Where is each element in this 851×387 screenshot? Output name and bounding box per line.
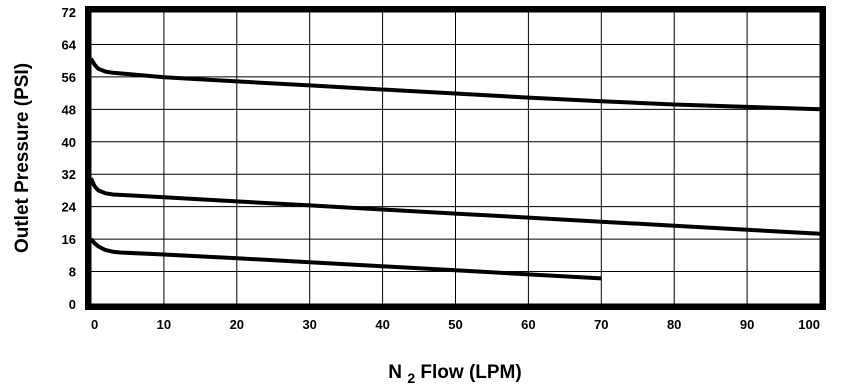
y-tick-label: 32	[62, 167, 76, 182]
x-axis-title-rest: Flow (LPM)	[420, 362, 521, 383]
y-tick-label: 40	[62, 135, 76, 150]
grid-lines	[90, 11, 821, 305]
series-line-3	[89, 237, 602, 281]
x-tick-label: 40	[375, 317, 389, 332]
y-tick-labels: 0 8 16 24 32 40 48 56 64 72	[62, 5, 77, 312]
x-tick-label: 80	[667, 317, 681, 332]
x-axis-title-subscript: 2	[407, 370, 415, 386]
x-tick-label: 60	[521, 317, 535, 332]
y-axis-title: Outlet Pressure (PSI)	[12, 63, 33, 253]
y-tick-label: 16	[62, 232, 76, 247]
x-tick-label: 30	[302, 317, 316, 332]
x-tick-label: 100	[798, 317, 820, 332]
x-tick-label: 20	[230, 317, 244, 332]
x-tick-label: 50	[448, 317, 462, 332]
series-line-1	[89, 57, 821, 112]
y-tick-label: 72	[62, 5, 76, 20]
y-tick-label: 8	[69, 265, 76, 280]
series-layer	[89, 57, 821, 281]
series-line-2	[89, 177, 821, 236]
plot-frame	[85, 6, 826, 310]
x-tick-label: 90	[740, 317, 754, 332]
y-tick-label: 56	[62, 70, 76, 85]
y-tick-label: 0	[69, 297, 76, 312]
x-tick-label: 70	[594, 317, 608, 332]
y-tick-label: 48	[62, 102, 76, 117]
x-tick-labels: 0 10 20 30 40 50 60 70 80 90 100	[91, 317, 820, 332]
x-axis-title: N 2 Flow (LPM)	[388, 362, 521, 387]
x-axis-title-main: N	[388, 362, 402, 383]
x-tick-label: 0	[91, 317, 98, 332]
y-tick-label: 24	[62, 200, 77, 215]
y-tick-label: 64	[62, 37, 77, 52]
x-tick-label: 10	[157, 317, 171, 332]
